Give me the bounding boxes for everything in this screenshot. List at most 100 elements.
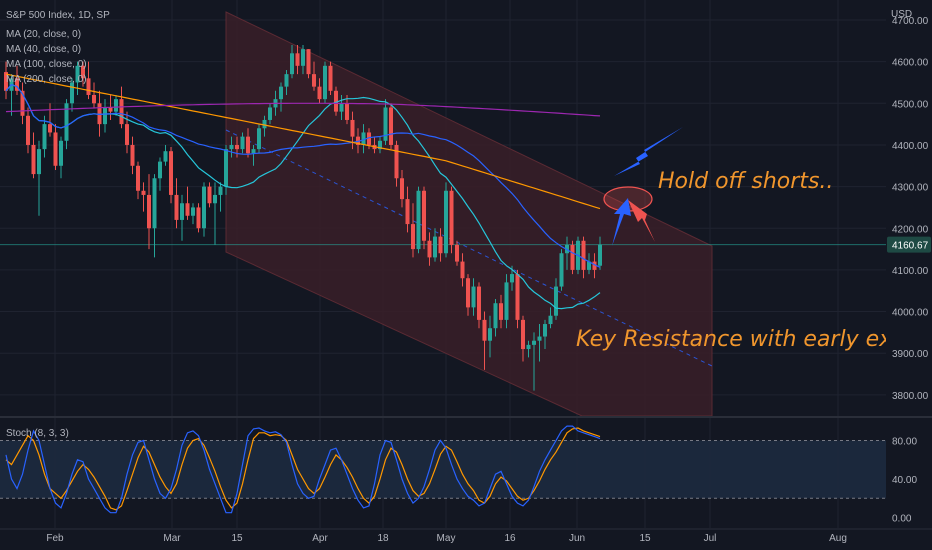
time-tick-label: Aug (829, 533, 847, 544)
candle-body (42, 124, 47, 150)
candle-body (510, 274, 514, 283)
ma-legend-200[interactable]: MA (200, close, 0) (6, 74, 87, 85)
symbol-legend[interactable]: S&P 500 Index, 1D, SP (6, 10, 110, 21)
candle-body (433, 236, 437, 258)
candle-body (323, 65, 327, 100)
candle-body (114, 99, 118, 112)
candle-body (158, 161, 162, 179)
candle-body (262, 119, 267, 129)
candle-body (334, 90, 338, 112)
ma-legend-20[interactable]: MA (20, close, 0) (6, 29, 82, 40)
candle-body (284, 74, 289, 87)
moving-averages (5, 73, 601, 310)
price-tick-label: 4700.00 (892, 16, 929, 27)
candle-body (455, 244, 459, 262)
ma200-line (5, 102, 601, 117)
candle-body (400, 178, 404, 200)
annotation-key-resistance: Key Resistance with early exit. (576, 327, 914, 352)
candle-body (97, 103, 102, 125)
ma-legend-40[interactable]: MA (40, close, 0) (6, 44, 82, 55)
candle-body (570, 244, 575, 270)
candle-body (488, 328, 492, 341)
candle-body (532, 340, 536, 345)
time-tick-label: Mar (163, 533, 181, 544)
candle-body (389, 107, 393, 145)
candle-body (86, 78, 91, 95)
candle-body (141, 190, 146, 195)
candle-body (152, 178, 157, 229)
candle-body (444, 190, 448, 254)
candle-body (235, 144, 239, 150)
candle-body (526, 344, 531, 350)
candle-body (4, 72, 8, 91)
candle-body (240, 136, 245, 150)
channel-midline (225, 129, 713, 367)
candle-body (427, 240, 432, 258)
price-tick-label: 4200.00 (892, 224, 929, 235)
candle-body (31, 144, 36, 175)
stoch-legend[interactable]: Stoch (8, 3, 3) (6, 428, 69, 439)
annotation-hold-off-shorts: Hold off shorts.. (658, 169, 833, 194)
candle-body (202, 186, 206, 229)
price-tick-label: 3800.00 (892, 391, 929, 402)
candle-body (438, 236, 443, 254)
price-axis-bg (886, 0, 932, 550)
candle-body (15, 78, 19, 91)
price-tick-label: 4300.00 (892, 183, 929, 194)
candle-body (37, 149, 41, 175)
candle-body (378, 140, 382, 150)
candle-body (471, 286, 476, 308)
candle-body (521, 319, 525, 350)
stoch-band (0, 440, 886, 499)
time-tick-label: Feb (46, 533, 64, 544)
candle-body (125, 124, 129, 145)
candle-body (279, 86, 283, 100)
candle-body (53, 132, 58, 166)
annotations: Hold off shorts.. Key Resistance with ear… (576, 127, 914, 352)
candle-body (81, 65, 85, 79)
stoch-tick-label: 40.00 (892, 475, 917, 486)
stoch-d-line (5, 427, 601, 511)
candle-body (537, 336, 542, 341)
ma40-line (5, 83, 601, 268)
candle-body (64, 103, 69, 141)
ma100-line (5, 73, 601, 210)
candle-body (180, 203, 184, 220)
stoch-tick-label: 80.00 (892, 437, 917, 448)
candle-body (224, 149, 228, 187)
stochastic-pane (0, 425, 886, 514)
candle-body (367, 132, 371, 145)
candle-body (312, 74, 316, 87)
candle-body (361, 132, 366, 145)
candle-body (339, 103, 344, 112)
candle-body (108, 107, 113, 112)
candle-body (554, 286, 558, 316)
candle-body (559, 253, 564, 287)
candle-body (345, 103, 349, 120)
candle-body (499, 303, 503, 320)
candle-body (504, 282, 509, 320)
candle-body (59, 140, 63, 166)
candle-body (394, 144, 399, 179)
time-tick-label: Jun (569, 533, 585, 544)
candle-body (169, 151, 173, 195)
blue-arrow-up (612, 198, 631, 246)
candle-body (548, 315, 553, 325)
candle-body (163, 151, 168, 162)
candle-body (207, 186, 212, 204)
candle-body (477, 286, 481, 320)
ma-legend-100[interactable]: MA (100, close, 0) (6, 59, 87, 70)
candle-body (350, 119, 355, 137)
candle-body (213, 194, 217, 204)
candle-body (119, 99, 124, 125)
candle-body (103, 107, 107, 125)
last-price-tag (887, 236, 931, 253)
time-tick-label: Apr (312, 533, 328, 544)
candle-body (587, 261, 591, 270)
stoch-k-line (5, 425, 601, 514)
candle-body (75, 65, 80, 83)
candle-body (449, 190, 454, 245)
candle-body (290, 53, 294, 75)
